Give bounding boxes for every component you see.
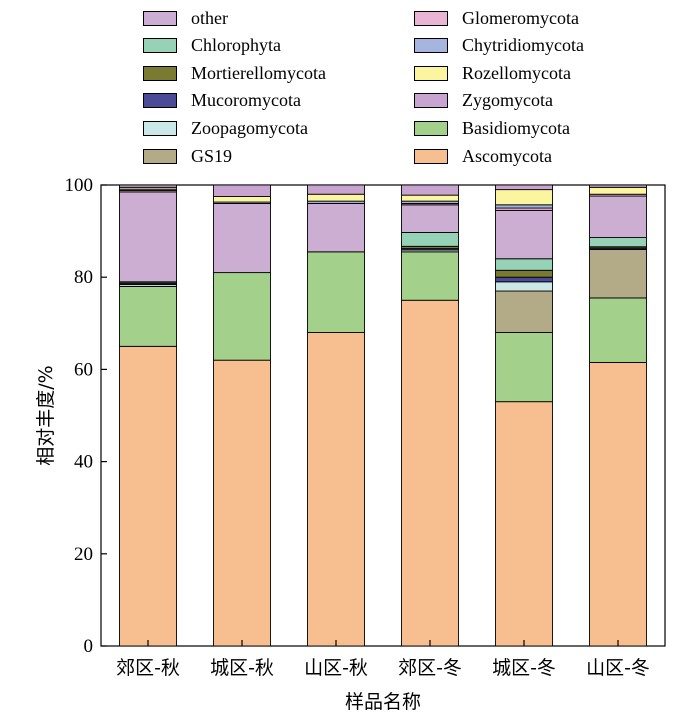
bar-segment: [401, 194, 459, 202]
y-tick-label: 100: [65, 175, 94, 196]
legend-label: Rozellomycota: [462, 62, 571, 83]
legend-item: Rozellomycota: [414, 61, 571, 85]
y-tick-label: 80: [74, 267, 93, 288]
legend-label: Glomeromycota: [462, 7, 579, 28]
legend-swatch: [143, 10, 177, 26]
x-tick-label: 山区-冬: [586, 657, 650, 679]
bar-segment: [495, 281, 553, 292]
legend-item: Ascomycota: [414, 144, 552, 168]
bar-segment: [589, 249, 647, 299]
bar-segment: [401, 232, 459, 247]
legend-item: Basidiomycota: [414, 116, 570, 140]
y-tick-label: 40: [74, 452, 93, 473]
bar-segment: [495, 332, 553, 403]
legend-item: Mucoromycota: [143, 89, 301, 113]
bar-segment: [495, 258, 553, 271]
bar-segment: [495, 184, 553, 191]
legend-label: Zoopagomycota: [191, 117, 308, 138]
bar-stack: [401, 184, 459, 647]
bar-segment: [495, 290, 553, 333]
bar-segment: [213, 196, 271, 203]
bar-segment: [589, 184, 647, 188]
legend-label: Zygomycota: [462, 90, 553, 111]
x-tick-label: 山区-秋: [304, 657, 368, 679]
bar-segment: [495, 189, 553, 206]
bar-segment: [401, 251, 459, 301]
bar-segment: [307, 251, 365, 333]
y-axis-title: 相对丰度/%: [35, 365, 57, 465]
bar-segment: [495, 209, 553, 260]
bar-segment: [307, 193, 365, 202]
x-axis: 郊区-秋 城区-秋 山区-秋 郊区-冬 城区-冬 山区-冬: [116, 640, 650, 679]
x-tick-label: 城区-冬: [492, 657, 556, 679]
legend-swatch: [143, 65, 177, 81]
bar-segment: [589, 237, 647, 248]
bar-segment: [307, 332, 365, 647]
bar-segment: [401, 204, 459, 233]
legend-swatch: [414, 38, 448, 54]
bar-segment: [119, 345, 177, 647]
bar-segment: [213, 272, 271, 361]
legend-swatch: [414, 65, 448, 81]
bar-segment: [495, 276, 553, 283]
legend-label: GS19: [191, 145, 233, 166]
x-tick-label: 郊区-冬: [398, 657, 462, 679]
bar-segment: [495, 204, 553, 209]
legend-item: Chytridiomycota: [414, 34, 584, 58]
legend-swatch: [143, 120, 177, 136]
legend-item: Zoopagomycota: [143, 116, 308, 140]
bar-segment: [495, 401, 553, 647]
bar-stack: [495, 184, 553, 647]
bar-segment: [401, 184, 459, 196]
legend-swatch: [414, 10, 448, 26]
bar-segment: [307, 184, 365, 195]
legend-label: Basidiomycota: [462, 117, 570, 138]
legend-item: Mortierellomycota: [143, 61, 326, 85]
bar-segment: [589, 297, 647, 363]
bar-stack: [213, 184, 271, 647]
bar-segment: [119, 191, 177, 283]
bar-segment: [401, 299, 459, 647]
bar-stacks: [119, 184, 647, 647]
bar-stack: [119, 184, 177, 647]
x-axis-title: 样品名称: [345, 691, 421, 713]
legend-item: other: [143, 6, 228, 30]
y-tick-label: 0: [84, 636, 94, 657]
bar-segment: [589, 195, 647, 239]
plot-area-frame: [100, 184, 666, 647]
bar-segment: [307, 202, 365, 253]
bar-stack: [307, 184, 365, 647]
legend-item: Chlorophyta: [143, 34, 281, 58]
legend-label: Chlorophyta: [191, 35, 281, 56]
legend-label: Mortierellomycota: [191, 62, 326, 83]
bar-segment: [213, 184, 271, 197]
x-tick-label: 城区-秋: [210, 657, 274, 679]
legend-swatch: [414, 120, 448, 136]
legend-swatch: [414, 148, 448, 164]
bar-stack: [589, 184, 647, 647]
legend-label: Ascomycota: [462, 145, 552, 166]
y-tick-label: 20: [74, 544, 93, 565]
legend-label: Mucoromycota: [191, 90, 301, 111]
bar-segment: [589, 362, 647, 647]
legend-item: Glomeromycota: [414, 6, 579, 30]
y-axis: 0 20 40 60 80 100: [65, 175, 107, 657]
bar-segment: [495, 269, 553, 278]
bar-segment: [213, 359, 271, 647]
legend-item: GS19: [143, 144, 232, 168]
bar-segment: [119, 184, 177, 188]
bar-segment: [119, 285, 177, 347]
x-tick-label: 郊区-秋: [116, 657, 180, 679]
legend-swatch: [143, 148, 177, 164]
legend-label: other: [191, 7, 228, 28]
y-tick-label: 60: [74, 359, 93, 380]
legend-item: Zygomycota: [414, 89, 553, 113]
bar-segment: [589, 186, 647, 195]
bar-segment: [213, 202, 271, 274]
legend-swatch: [414, 93, 448, 109]
legend-label: Chytridiomycota: [462, 35, 584, 56]
legend-swatch: [143, 93, 177, 109]
legend-swatch: [143, 38, 177, 54]
